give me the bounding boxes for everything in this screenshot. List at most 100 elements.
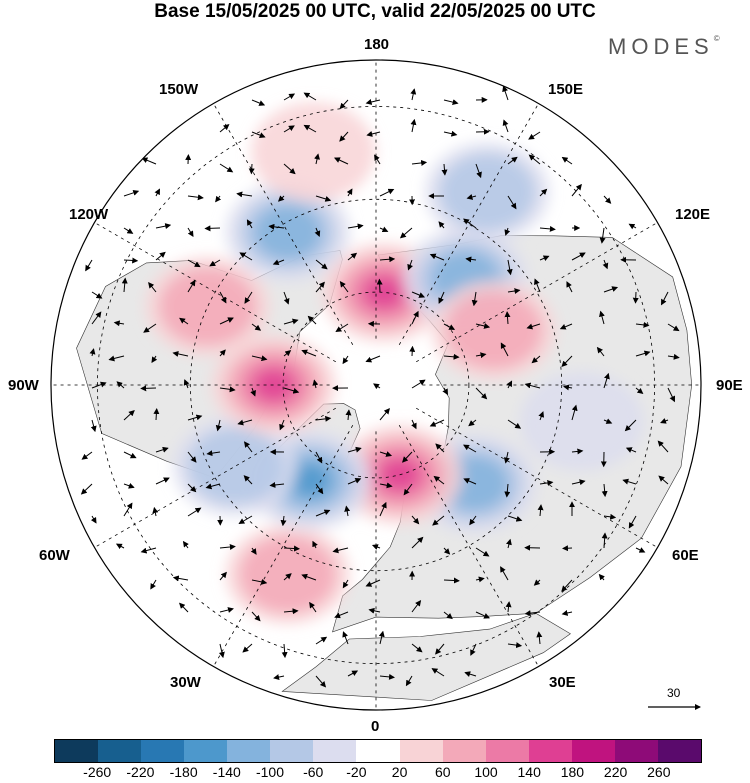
wind-vector — [379, 501, 387, 517]
wind-vector — [307, 315, 317, 325]
wind-vector — [215, 195, 222, 203]
wind-vector — [373, 383, 381, 390]
colorbar-tick-label: -180 — [169, 764, 198, 780]
wind-vector — [244, 291, 253, 304]
wind-vector — [534, 278, 541, 293]
wind-vector — [334, 611, 349, 619]
wind-vector — [237, 419, 253, 426]
wind-vector — [151, 355, 158, 364]
wind-vector — [183, 379, 190, 389]
wind-vector — [244, 441, 253, 453]
wind-vector — [219, 317, 234, 325]
wind-vector — [279, 419, 285, 431]
wind-vector — [347, 252, 358, 261]
lon-label-60w: 60W — [39, 547, 70, 564]
wind-vector — [251, 99, 266, 106]
latitude-circle — [189, 198, 563, 572]
wind-vector — [209, 259, 221, 267]
lon-label-150e: 150E — [548, 81, 584, 98]
wind-vector — [635, 547, 646, 553]
wind-vector — [187, 259, 201, 268]
wind-vector — [283, 125, 295, 133]
wind-vector — [219, 163, 234, 173]
wind-vector — [379, 482, 393, 489]
wind-vector — [315, 415, 332, 422]
wind-vector — [187, 414, 203, 421]
wind-vector — [410, 88, 417, 101]
wind-vector — [315, 259, 328, 270]
wind-vector — [411, 643, 423, 653]
wind-vector — [539, 188, 548, 197]
wind-vector — [315, 675, 327, 688]
wind-vector — [123, 482, 135, 489]
wind-vector — [179, 317, 189, 325]
colorbar-tick-label: -220 — [126, 764, 155, 780]
positive-anomaly — [364, 276, 405, 309]
wind-vector — [561, 610, 573, 616]
wind-vector — [250, 387, 256, 397]
wind-vector — [272, 259, 285, 266]
wind-vector — [603, 286, 619, 293]
colorbar-swatch — [485, 740, 529, 762]
wind-vector — [347, 477, 362, 485]
wind-vector — [219, 124, 230, 133]
negative-anomaly — [519, 371, 644, 471]
colorbar-swatch — [270, 740, 314, 762]
colorbar-swatch — [98, 740, 142, 762]
wind-vector — [500, 342, 509, 357]
wind-vector — [411, 419, 417, 430]
wind-vector — [435, 643, 445, 655]
wind-vector — [539, 255, 550, 262]
colorbar-swatch — [356, 740, 400, 762]
wind-vector — [239, 252, 253, 261]
wind-vector — [283, 93, 296, 101]
wind-vector — [506, 259, 513, 276]
wind-vector — [536, 631, 543, 645]
wind-vector — [635, 350, 651, 357]
wind-vector — [442, 387, 448, 396]
wind-vector — [283, 318, 299, 325]
wind-vector — [236, 191, 253, 198]
wind-vector — [566, 281, 573, 293]
lon-label-60e: 60E — [672, 547, 699, 564]
wind-vector — [524, 610, 541, 617]
wind-vector — [90, 515, 97, 524]
wind-vector — [538, 411, 545, 421]
colorbar-tick-label: 100 — [474, 764, 498, 780]
reference-vector-label: 30 — [667, 686, 681, 700]
wind-vector — [407, 259, 413, 271]
wind-vector — [376, 278, 383, 293]
wind-vector — [599, 310, 605, 325]
wind-vector — [598, 573, 605, 581]
wind-vector — [309, 601, 317, 613]
wind-vector — [108, 355, 125, 362]
wind-vector — [561, 156, 573, 165]
wind-vector — [571, 252, 586, 261]
wind-vector — [660, 418, 669, 424]
meridian-line — [94, 407, 336, 548]
wind-vector — [344, 505, 351, 517]
colorbar-swatch — [184, 740, 228, 762]
wind-vector — [531, 355, 541, 364]
wind-vector — [403, 483, 413, 496]
wind-vector — [154, 188, 160, 197]
wind-vector — [155, 223, 172, 230]
wind-vector — [335, 323, 349, 333]
wind-vector — [269, 481, 285, 488]
wind-vector — [219, 386, 236, 393]
wind-vector — [346, 188, 353, 197]
wind-vector — [379, 188, 395, 197]
wind-vector — [123, 410, 135, 421]
wind-vector — [312, 540, 318, 549]
wind-vector — [411, 515, 420, 525]
wind-vector — [632, 291, 639, 304]
wind-vector — [466, 194, 477, 200]
wind-vector — [152, 506, 159, 517]
wind-vector — [315, 509, 331, 517]
wind-vector — [332, 547, 349, 554]
wind-vector — [366, 130, 381, 137]
positive-anomaly — [253, 369, 294, 401]
wind-vector — [603, 195, 612, 204]
wind-vector — [628, 223, 637, 230]
wind-vector — [469, 515, 477, 526]
